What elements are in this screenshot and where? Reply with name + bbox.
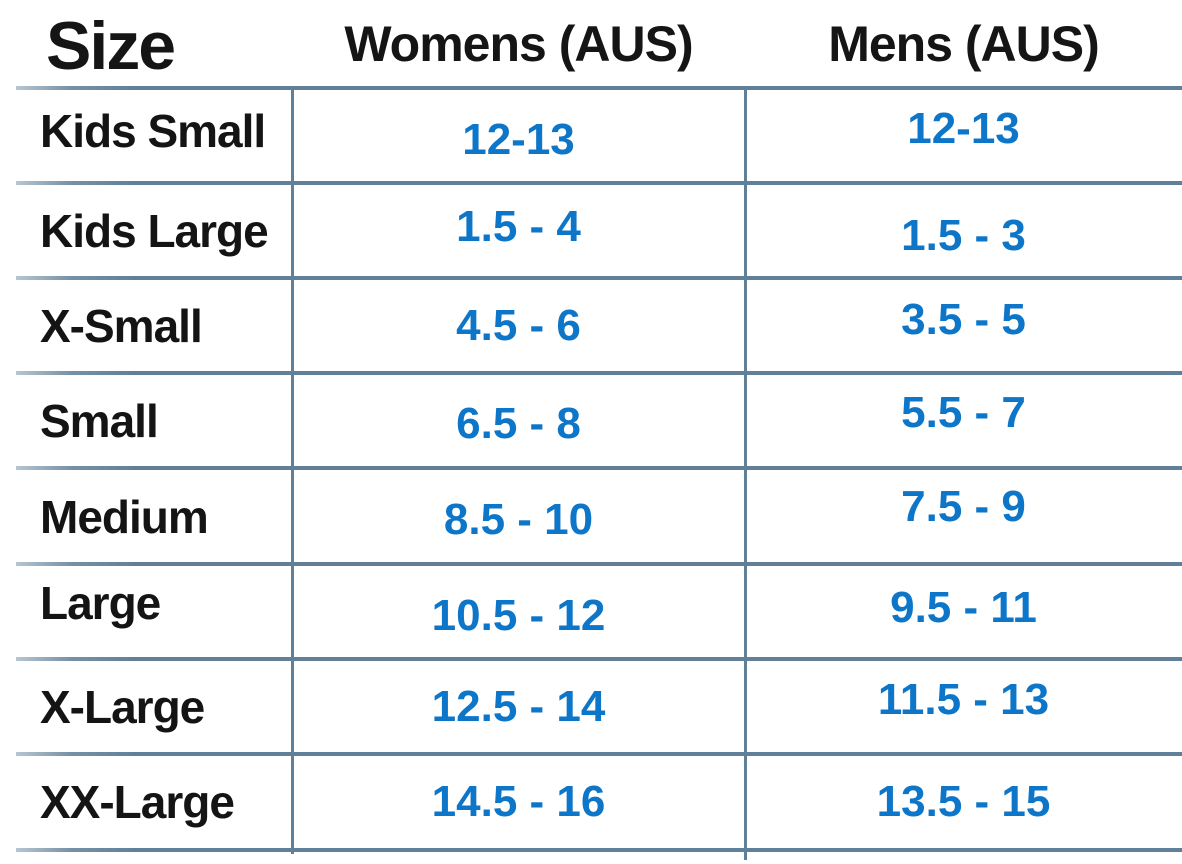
horizontal-divider <box>16 848 1182 852</box>
size-label: Kids Large <box>40 204 269 257</box>
vertical-divider <box>744 88 747 860</box>
horizontal-divider <box>16 657 1182 661</box>
table-row: X-Large 12.5 - 14 11.5 - 13 <box>0 660 1182 755</box>
mens-value: 11.5 - 13 <box>877 675 1050 725</box>
size-label: X-Small <box>40 300 203 353</box>
horizontal-divider <box>16 562 1182 566</box>
size-label: Medium <box>40 490 209 543</box>
horizontal-divider <box>16 181 1182 185</box>
size-label: Small <box>40 395 159 448</box>
womens-value: 1.5 - 4 <box>456 201 581 251</box>
womens-value: 12-13 <box>462 114 575 164</box>
column-header-womens: Womens (AUS) <box>344 16 693 72</box>
size-label: X-Large <box>40 681 205 734</box>
size-label: Large <box>40 576 161 629</box>
mens-value: 12-13 <box>907 103 1020 153</box>
column-header-mens: Mens (AUS) <box>828 16 1100 72</box>
table-row: X-Small 4.5 - 6 3.5 - 5 <box>0 279 1182 374</box>
mens-value: 7.5 - 9 <box>901 481 1026 531</box>
table-row: Kids Large 1.5 - 4 1.5 - 3 <box>0 183 1182 278</box>
table-row: XX-Large 14.5 - 16 13.5 - 15 <box>0 755 1182 850</box>
table-header-row: Size Womens (AUS) Mens (AUS) <box>0 0 1182 88</box>
column-header-size: Size <box>46 8 176 84</box>
size-label: Kids Small <box>40 104 266 157</box>
mens-value: 3.5 - 5 <box>901 295 1026 345</box>
horizontal-divider <box>16 371 1182 375</box>
womens-value: 4.5 - 6 <box>456 301 581 351</box>
womens-value: 14.5 - 16 <box>431 777 606 827</box>
mens-value: 1.5 - 3 <box>901 210 1026 260</box>
table-row: Medium 8.5 - 10 7.5 - 9 <box>0 469 1182 564</box>
vertical-divider <box>291 88 294 854</box>
womens-value: 6.5 - 8 <box>456 399 581 449</box>
womens-value: 10.5 - 12 <box>431 590 606 640</box>
horizontal-divider <box>16 276 1182 280</box>
table-row: Kids Small 12-13 12-13 <box>0 88 1182 183</box>
horizontal-divider <box>16 752 1182 756</box>
table-row: Large 10.5 - 12 9.5 - 11 <box>0 564 1182 659</box>
mens-value: 9.5 - 11 <box>890 582 1037 632</box>
table-row: Small 6.5 - 8 5.5 - 7 <box>0 374 1182 469</box>
womens-value: 12.5 - 14 <box>431 682 606 732</box>
womens-value: 8.5 - 10 <box>443 494 594 544</box>
horizontal-divider <box>16 466 1182 470</box>
mens-value: 13.5 - 15 <box>876 777 1051 827</box>
horizontal-divider <box>16 86 1182 90</box>
mens-value: 5.5 - 7 <box>901 388 1026 438</box>
size-label: XX-Large <box>40 776 235 829</box>
